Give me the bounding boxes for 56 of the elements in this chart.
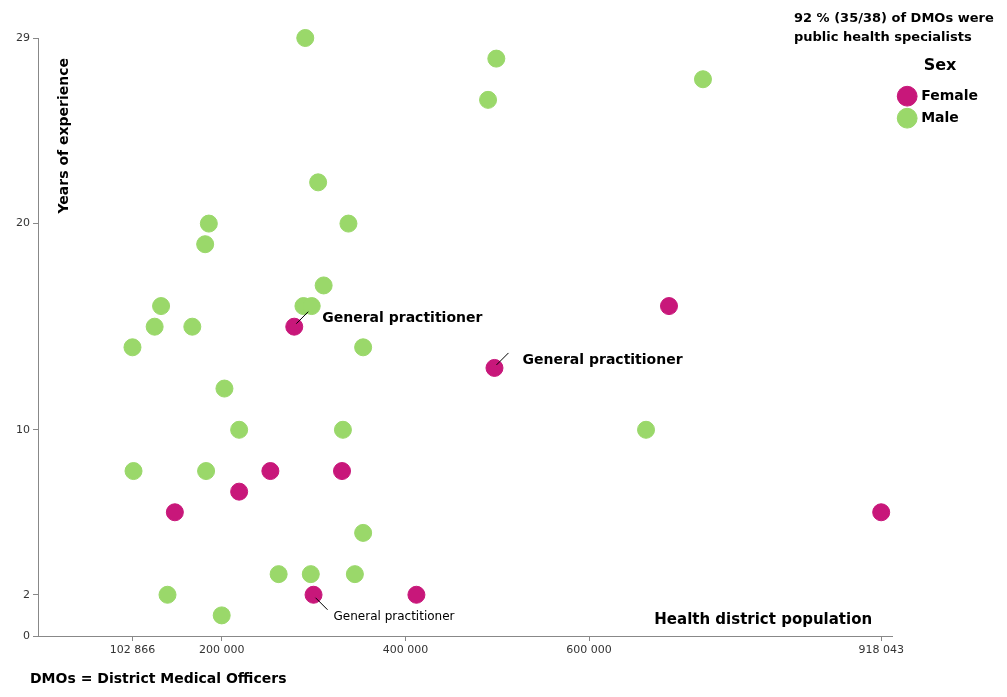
x-tick-label: 600 000 <box>566 643 612 657</box>
point <box>230 482 249 501</box>
point <box>333 420 352 439</box>
point <box>196 235 215 254</box>
y-tick-label: 2 <box>23 587 30 601</box>
x-tick-label: 400 000 <box>382 643 429 657</box>
point <box>230 420 249 439</box>
x-tick-label: 200 000 <box>198 643 245 657</box>
point <box>145 317 164 336</box>
point <box>261 462 280 481</box>
point <box>124 462 143 481</box>
annotation: General practitioner <box>522 350 683 367</box>
x-axis-title: Health district population <box>654 610 873 629</box>
point <box>212 606 231 625</box>
point <box>479 90 498 109</box>
point <box>333 462 352 481</box>
point <box>659 297 678 316</box>
point <box>407 585 426 604</box>
annotation: General practitioner <box>333 608 455 623</box>
point <box>215 379 234 398</box>
point <box>487 49 506 68</box>
point <box>296 29 315 47</box>
point <box>165 503 184 522</box>
point <box>354 523 373 542</box>
x-tick-label: 918 043 <box>858 643 904 657</box>
point <box>158 585 177 604</box>
point <box>354 338 373 357</box>
x-tick-label: 102 866 <box>109 643 156 657</box>
point <box>183 317 202 336</box>
legend-title: Sex <box>923 55 958 75</box>
point <box>152 297 171 316</box>
point <box>123 338 142 357</box>
point <box>309 173 328 192</box>
point <box>314 276 333 295</box>
point <box>197 462 216 481</box>
annotation: General practitioner <box>322 309 483 326</box>
y-tick-label: 29 <box>16 30 30 44</box>
y-tick-label: 10 <box>16 422 30 436</box>
point <box>199 214 218 233</box>
legend-label: Female <box>921 86 979 103</box>
y-tick-label: 0 <box>23 628 30 642</box>
point <box>304 585 323 604</box>
point <box>693 70 712 89</box>
point <box>485 358 504 377</box>
point <box>872 503 891 522</box>
point <box>637 420 656 439</box>
point <box>301 565 320 584</box>
y-axis-title: Years of experience <box>54 58 71 215</box>
point <box>339 214 358 233</box>
chart-title: 92 % (35/38) of DMOs were public health specialists <box>794 9 994 44</box>
point <box>269 565 288 584</box>
text: DMOs = District Medical Officers <box>30 669 287 686</box>
point <box>345 565 364 584</box>
legend-label: Male <box>921 108 959 125</box>
y-tick-label: 20 <box>16 216 30 230</box>
point <box>285 317 304 336</box>
